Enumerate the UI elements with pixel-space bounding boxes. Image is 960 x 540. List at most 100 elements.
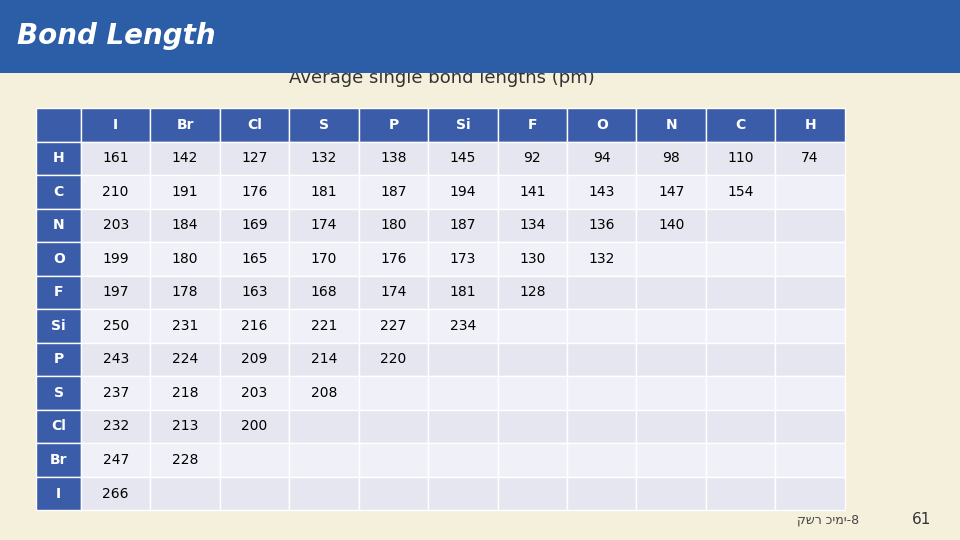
Text: 187: 187: [380, 185, 407, 199]
FancyBboxPatch shape: [497, 208, 567, 242]
FancyBboxPatch shape: [81, 208, 151, 242]
FancyBboxPatch shape: [289, 309, 359, 343]
Text: Average single bond lengths (pm): Average single bond lengths (pm): [289, 69, 594, 87]
FancyBboxPatch shape: [567, 410, 636, 443]
Text: P: P: [54, 353, 63, 367]
FancyBboxPatch shape: [151, 410, 220, 443]
FancyBboxPatch shape: [706, 477, 776, 510]
FancyBboxPatch shape: [81, 275, 151, 309]
Text: 163: 163: [241, 285, 268, 299]
FancyBboxPatch shape: [636, 208, 706, 242]
FancyBboxPatch shape: [497, 108, 567, 141]
Text: Bond Length: Bond Length: [17, 23, 216, 50]
Text: 136: 136: [588, 218, 615, 232]
FancyBboxPatch shape: [497, 410, 567, 443]
Text: 208: 208: [311, 386, 337, 400]
FancyBboxPatch shape: [428, 208, 497, 242]
FancyBboxPatch shape: [706, 108, 776, 141]
FancyBboxPatch shape: [220, 410, 289, 443]
Text: 209: 209: [241, 353, 268, 367]
FancyBboxPatch shape: [497, 376, 567, 410]
FancyBboxPatch shape: [151, 275, 220, 309]
FancyBboxPatch shape: [776, 208, 845, 242]
Text: C: C: [54, 185, 63, 199]
Text: 74: 74: [802, 151, 819, 165]
FancyBboxPatch shape: [428, 376, 497, 410]
FancyBboxPatch shape: [776, 477, 845, 510]
Text: 266: 266: [103, 487, 129, 501]
Text: 110: 110: [728, 151, 754, 165]
FancyBboxPatch shape: [428, 309, 497, 343]
FancyBboxPatch shape: [706, 242, 776, 275]
FancyBboxPatch shape: [0, 0, 960, 73]
FancyBboxPatch shape: [81, 477, 151, 510]
Text: I: I: [56, 487, 61, 501]
Text: O: O: [53, 252, 64, 266]
FancyBboxPatch shape: [81, 108, 151, 141]
Text: 234: 234: [449, 319, 476, 333]
FancyBboxPatch shape: [359, 410, 428, 443]
FancyBboxPatch shape: [289, 175, 359, 208]
FancyBboxPatch shape: [220, 477, 289, 510]
Text: 132: 132: [588, 252, 615, 266]
Text: 181: 181: [449, 285, 476, 299]
FancyBboxPatch shape: [428, 242, 497, 275]
Text: 127: 127: [241, 151, 268, 165]
Text: 92: 92: [523, 151, 541, 165]
FancyBboxPatch shape: [776, 309, 845, 343]
Text: 243: 243: [103, 353, 129, 367]
FancyBboxPatch shape: [220, 376, 289, 410]
FancyBboxPatch shape: [289, 108, 359, 141]
Text: 187: 187: [449, 218, 476, 232]
FancyBboxPatch shape: [151, 477, 220, 510]
Text: Cl: Cl: [247, 118, 262, 132]
FancyBboxPatch shape: [359, 477, 428, 510]
FancyBboxPatch shape: [289, 208, 359, 242]
FancyBboxPatch shape: [151, 376, 220, 410]
Text: 169: 169: [241, 218, 268, 232]
Text: N: N: [665, 118, 677, 132]
FancyBboxPatch shape: [359, 275, 428, 309]
Text: 199: 199: [103, 252, 129, 266]
Text: 247: 247: [103, 453, 129, 467]
Text: Br: Br: [177, 118, 194, 132]
FancyBboxPatch shape: [359, 175, 428, 208]
FancyBboxPatch shape: [776, 410, 845, 443]
FancyBboxPatch shape: [636, 376, 706, 410]
Text: קשר כימי-8: קשר כימי-8: [797, 514, 859, 526]
FancyBboxPatch shape: [497, 343, 567, 376]
Text: 214: 214: [311, 353, 337, 367]
FancyBboxPatch shape: [151, 309, 220, 343]
FancyBboxPatch shape: [36, 141, 81, 175]
Text: Si: Si: [456, 118, 470, 132]
Text: 174: 174: [311, 218, 337, 232]
Text: 228: 228: [172, 453, 199, 467]
FancyBboxPatch shape: [636, 309, 706, 343]
Text: 237: 237: [103, 386, 129, 400]
FancyBboxPatch shape: [359, 309, 428, 343]
FancyBboxPatch shape: [151, 343, 220, 376]
Text: Si: Si: [52, 319, 66, 333]
FancyBboxPatch shape: [151, 242, 220, 275]
Text: O: O: [596, 118, 608, 132]
Text: 184: 184: [172, 218, 199, 232]
FancyBboxPatch shape: [359, 443, 428, 477]
FancyBboxPatch shape: [428, 410, 497, 443]
FancyBboxPatch shape: [36, 376, 81, 410]
FancyBboxPatch shape: [428, 275, 497, 309]
FancyBboxPatch shape: [567, 242, 636, 275]
FancyBboxPatch shape: [428, 343, 497, 376]
FancyBboxPatch shape: [567, 108, 636, 141]
FancyBboxPatch shape: [428, 443, 497, 477]
Text: 168: 168: [311, 285, 337, 299]
FancyBboxPatch shape: [497, 141, 567, 175]
FancyBboxPatch shape: [359, 208, 428, 242]
FancyBboxPatch shape: [36, 275, 81, 309]
Text: 200: 200: [241, 420, 268, 434]
FancyBboxPatch shape: [289, 410, 359, 443]
FancyBboxPatch shape: [151, 108, 220, 141]
FancyBboxPatch shape: [81, 343, 151, 376]
FancyBboxPatch shape: [776, 141, 845, 175]
FancyBboxPatch shape: [81, 309, 151, 343]
FancyBboxPatch shape: [706, 175, 776, 208]
